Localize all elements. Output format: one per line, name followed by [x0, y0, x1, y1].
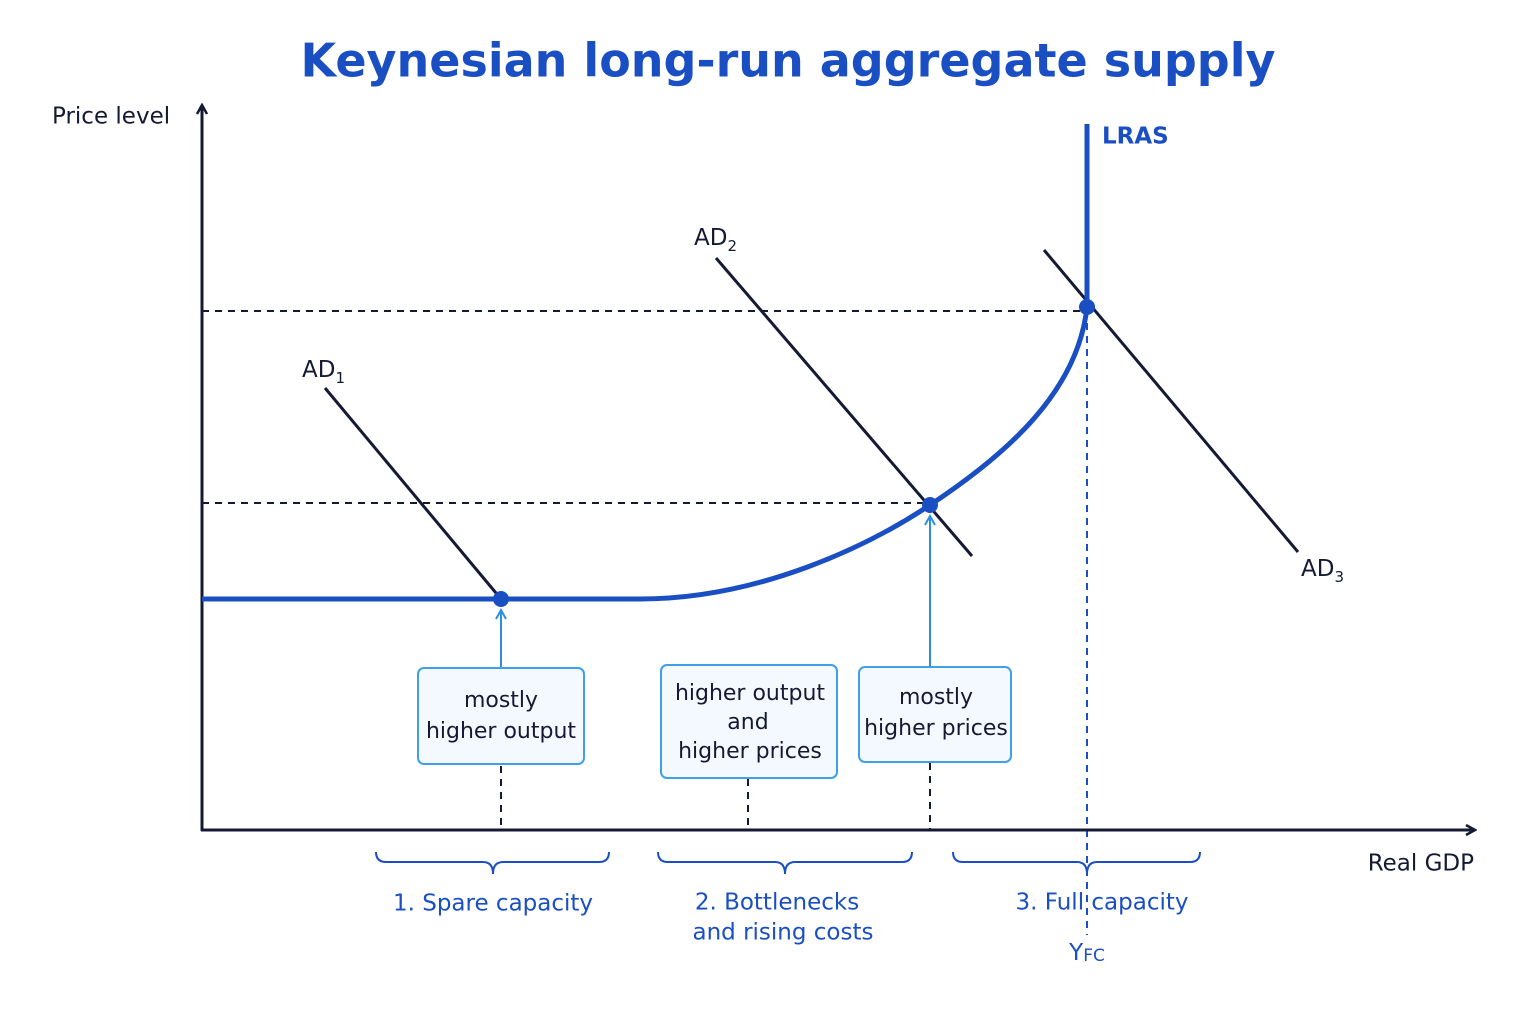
stage-label: 3. Full capacity: [1016, 890, 1189, 916]
box-text: and: [727, 710, 768, 735]
equilibrium-point: [922, 497, 938, 513]
brace: [375, 851, 610, 875]
box-text: higher prices: [678, 739, 822, 764]
yfc-label: YFC: [1068, 940, 1105, 967]
equilibrium-point: [1079, 299, 1095, 315]
brace: [952, 851, 1201, 875]
box-text: mostly: [899, 685, 973, 710]
stage-label: 1. Spare capacity: [393, 891, 593, 917]
box-text: higher output: [675, 681, 825, 706]
ad-label: AD3: [1301, 556, 1344, 586]
box-text: mostly: [464, 688, 538, 713]
annotation-box: [417, 667, 585, 765]
ad-curve: [1042, 249, 1300, 553]
title: Keynesian long-run aggregate supply: [301, 34, 1276, 88]
ad-label: AD1: [302, 357, 345, 387]
stage-label: and rising costs: [693, 920, 874, 946]
ad-curve: [323, 387, 503, 600]
box-text: higher output: [426, 719, 576, 744]
equilibrium-point: [493, 591, 509, 607]
ad-label: AD2: [694, 225, 737, 255]
brace: [657, 851, 913, 875]
x-axis-label: Real GDP: [1368, 851, 1474, 877]
lras-label: LRAS: [1102, 124, 1169, 150]
stage-label: 2. Bottlenecks: [695, 890, 859, 916]
y-axis-label: Price level: [52, 104, 170, 130]
annotation-box: [660, 664, 838, 779]
annotation-box: [858, 666, 1012, 763]
box-text: higher prices: [864, 716, 1008, 741]
